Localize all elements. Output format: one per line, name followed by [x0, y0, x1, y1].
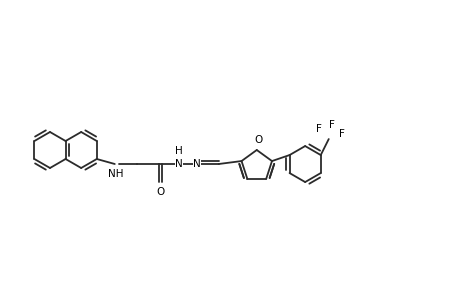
Text: F: F [338, 129, 344, 139]
Text: H: H [174, 146, 182, 156]
Text: F: F [328, 120, 334, 130]
Text: F: F [315, 124, 321, 134]
Text: O: O [156, 187, 164, 197]
Text: O: O [254, 135, 263, 145]
Text: N: N [174, 159, 182, 169]
Text: NH: NH [108, 169, 123, 179]
Text: N: N [192, 159, 200, 169]
